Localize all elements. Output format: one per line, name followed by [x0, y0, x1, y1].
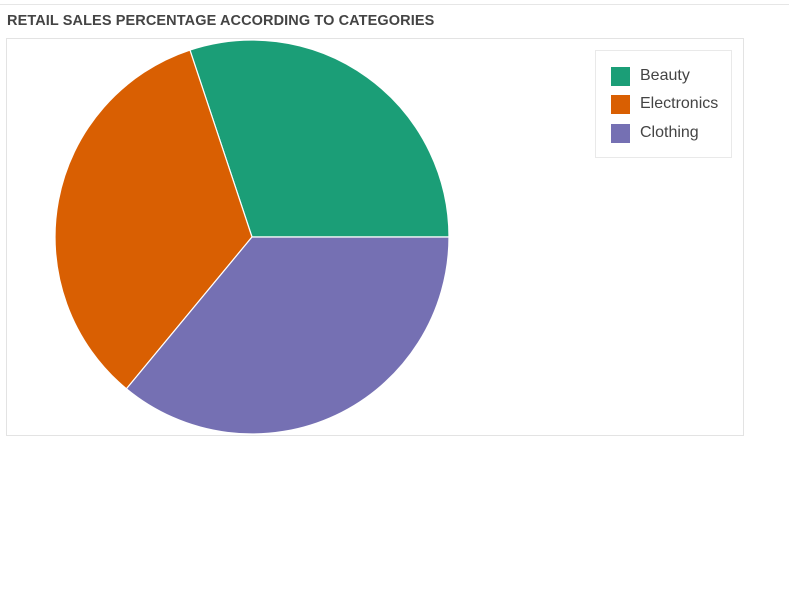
chart-title: RETAIL SALES PERCENTAGE ACCORDING TO CAT… — [7, 13, 435, 29]
chart-frame — [6, 38, 744, 436]
legend-label-clothing: Clothing — [640, 124, 699, 141]
legend-item-beauty[interactable]: Beauty — [611, 66, 690, 86]
legend-label-electronics: Electronics — [640, 95, 719, 112]
legend-swatch-beauty — [611, 66, 630, 86]
legend-item-clothing[interactable]: Clothing — [611, 123, 699, 143]
legend-label-beauty: Beauty — [640, 67, 690, 84]
pie-slice-clothing[interactable] — [125, 236, 450, 435]
pie-slice-beauty[interactable] — [189, 39, 450, 238]
legend: Beauty Electronics Clothing — [595, 50, 732, 158]
legend-swatch-clothing — [611, 123, 630, 143]
top-divider — [0, 4, 789, 5]
legend-item-electronics[interactable]: Electronics — [611, 94, 718, 114]
pie-slice-electronics[interactable] — [54, 49, 253, 390]
legend-swatch-electronics — [611, 94, 630, 114]
